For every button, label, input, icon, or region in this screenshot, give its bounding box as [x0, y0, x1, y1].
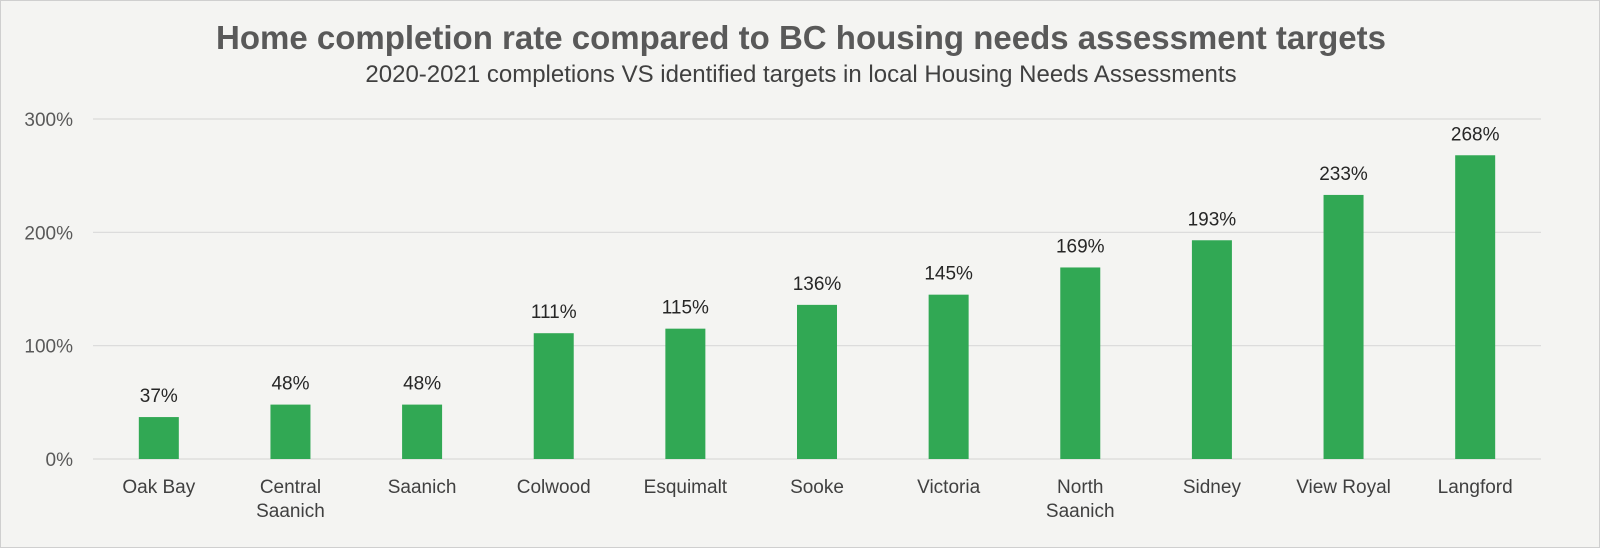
- bar: [533, 333, 574, 459]
- bar: [665, 328, 706, 459]
- category-label: Oak Bay: [122, 477, 195, 498]
- bar: [138, 417, 179, 459]
- chart-subtitle: 2020-2021 completions VS identified targ…: [365, 61, 1237, 88]
- data-label: 136%: [793, 274, 842, 295]
- category-label: Saanich: [388, 477, 457, 498]
- category-label: Esquimalt: [644, 477, 728, 498]
- data-label: 193%: [1188, 209, 1237, 230]
- bar: [797, 304, 837, 459]
- data-label: 48%: [403, 374, 441, 395]
- data-label: 37%: [140, 386, 178, 407]
- category-label: View Royal: [1296, 477, 1391, 498]
- bar: [270, 404, 311, 459]
- category-label: Victoria: [917, 477, 980, 498]
- category-label: Sooke: [790, 477, 844, 498]
- chart-title: Home completion rate compared to BC hous…: [216, 19, 1386, 56]
- category-label: Sidney: [1183, 477, 1242, 498]
- data-label: 268%: [1451, 124, 1500, 145]
- bar: [1060, 267, 1101, 459]
- category-label: North Saanich: [1046, 477, 1115, 522]
- data-label: 233%: [1319, 164, 1368, 185]
- y-tick-label: 100%: [24, 337, 73, 358]
- data-label: 169%: [1056, 236, 1105, 257]
- bar: [1191, 240, 1232, 459]
- category-label: Langford: [1438, 477, 1513, 498]
- data-label: 115%: [662, 298, 709, 319]
- bar: [928, 294, 969, 459]
- y-tick-label: 0%: [46, 450, 74, 471]
- y-tick-label: 200%: [24, 223, 73, 244]
- bar: [1455, 155, 1496, 459]
- bar: [1323, 194, 1364, 459]
- category-label: Central Saanich: [256, 477, 325, 522]
- category-label: Colwood: [517, 477, 591, 498]
- bar: [402, 404, 443, 459]
- y-tick-label: 300%: [24, 110, 73, 131]
- data-label: 111%: [531, 302, 577, 323]
- data-label: 48%: [271, 374, 309, 395]
- data-label: 145%: [924, 264, 973, 285]
